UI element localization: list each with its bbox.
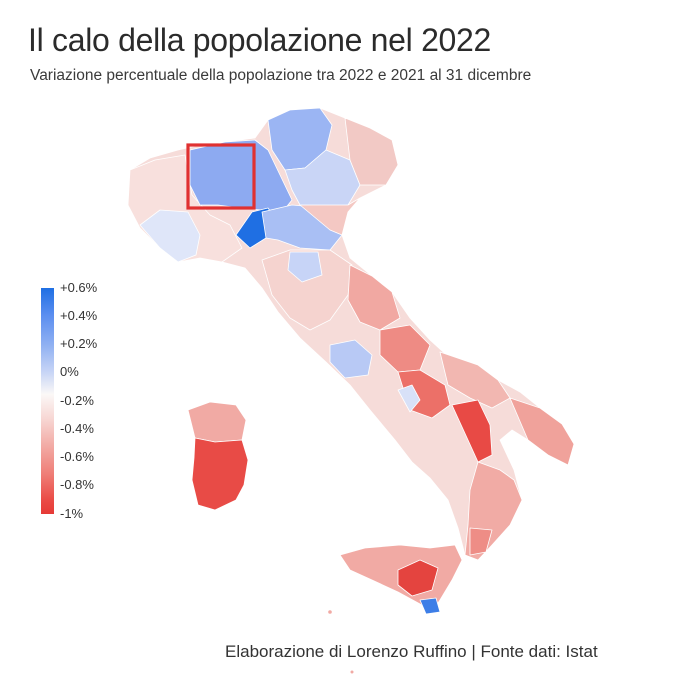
color-legend: +0.6% +0.4% +0.2% 0% -0.2% -0.4% -0.6% -…	[40, 280, 130, 521]
friuli	[344, 117, 399, 186]
legend-label-minus-0-6: -0.6%	[60, 449, 94, 464]
cuneo-area	[139, 209, 201, 263]
legend-label-plus-0-4: +0.4%	[60, 308, 98, 323]
marche	[347, 264, 401, 331]
legend-color-scale	[41, 288, 54, 514]
salento	[509, 397, 575, 466]
map-title: Il calo della popolazione nel 2022	[28, 22, 492, 58]
tuscany-blue	[287, 251, 323, 283]
highlight-box	[186, 143, 256, 210]
lazio-rome	[329, 339, 373, 379]
pantelleria	[328, 610, 332, 614]
legend-label-plus-0-6: +0.6%	[60, 280, 98, 295]
source-credit: Elaborazione di Lorenzo Ruffino | Fonte …	[225, 642, 598, 661]
tuscany	[261, 249, 353, 331]
legend-label-plus-0-2: +0.2%	[60, 336, 98, 351]
legend-label-minus-0-2: -0.2%	[60, 393, 94, 408]
naples	[397, 384, 421, 413]
veneto	[284, 149, 361, 209]
calabria-south	[469, 527, 493, 556]
legend-label-minus-1: -1%	[60, 506, 84, 521]
lampedusa	[350, 670, 354, 674]
basilicata	[451, 399, 493, 463]
puglia	[439, 351, 511, 409]
map-subtitle: Variazione percentuale della popolazione…	[30, 67, 532, 84]
sardinia-north	[187, 401, 247, 443]
legend-label-minus-0-8: -0.8%	[60, 477, 94, 492]
sardinia	[191, 437, 249, 511]
legend-label-zero: 0%	[60, 364, 79, 379]
romagna	[299, 197, 361, 236]
sicily-center-red	[397, 559, 439, 597]
legend-label-minus-0-4: -0.4%	[60, 421, 94, 436]
sicily-southeast-blue	[419, 597, 441, 615]
